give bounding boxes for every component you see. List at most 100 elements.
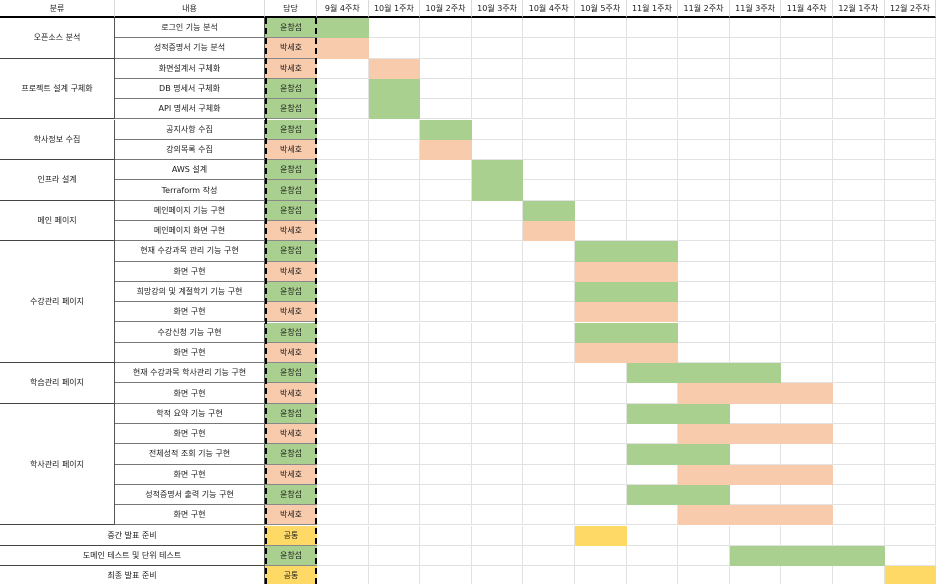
schedule-cell[interactable] bbox=[626, 464, 679, 485]
schedule-cell[interactable] bbox=[420, 281, 472, 303]
schedule-cell[interactable] bbox=[523, 464, 575, 485]
schedule-cell[interactable] bbox=[833, 424, 885, 445]
schedule-cell[interactable] bbox=[575, 444, 627, 465]
schedule-cell[interactable] bbox=[317, 58, 369, 79]
task-cell[interactable]: 화면 구현 bbox=[115, 424, 265, 445]
schedule-cell[interactable] bbox=[781, 221, 833, 242]
schedule-cell[interactable] bbox=[781, 261, 833, 282]
schedule-cell[interactable] bbox=[523, 99, 575, 120]
schedule-cell[interactable] bbox=[317, 200, 369, 221]
schedule-cell[interactable] bbox=[317, 566, 369, 584]
schedule-cell[interactable] bbox=[678, 119, 730, 140]
header-owner[interactable]: 담당 bbox=[265, 0, 317, 18]
schedule-cell[interactable] bbox=[471, 484, 524, 506]
schedule-cell[interactable] bbox=[317, 99, 369, 120]
schedule-cell[interactable] bbox=[575, 99, 627, 120]
category-cell[interactable]: 학습관리 페이지 bbox=[0, 363, 115, 404]
schedule-cell[interactable] bbox=[471, 200, 524, 221]
header-week-9[interactable]: 11월 4주차 bbox=[781, 0, 833, 18]
schedule-cell[interactable] bbox=[317, 444, 369, 465]
schedule-cell[interactable] bbox=[884, 119, 936, 140]
schedule-cell[interactable] bbox=[523, 139, 575, 161]
task-cell[interactable]: 화면 구현 bbox=[115, 302, 265, 323]
schedule-cell[interactable] bbox=[420, 545, 472, 567]
schedule-cell[interactable] bbox=[833, 403, 885, 424]
schedule-cell[interactable] bbox=[420, 505, 472, 526]
schedule-cell[interactable] bbox=[781, 99, 833, 120]
schedule-cell[interactable] bbox=[781, 139, 833, 161]
schedule-cell[interactable] bbox=[678, 566, 730, 584]
schedule-cell[interactable] bbox=[523, 444, 575, 465]
schedule-cell[interactable] bbox=[884, 464, 936, 485]
schedule-cell[interactable] bbox=[575, 505, 627, 526]
category-cell[interactable]: 수강관리 페이지 bbox=[0, 241, 115, 364]
owner-cell[interactable]: 윤창섭 bbox=[265, 18, 317, 39]
schedule-cell[interactable] bbox=[833, 383, 885, 404]
schedule-cell[interactable] bbox=[471, 139, 524, 161]
owner-cell[interactable]: 공통 bbox=[265, 566, 317, 584]
owner-cell[interactable]: 박세호 bbox=[265, 505, 317, 526]
schedule-cell[interactable] bbox=[523, 261, 575, 282]
schedule-cell[interactable] bbox=[317, 180, 369, 201]
owner-cell[interactable]: 박세호 bbox=[265, 261, 317, 282]
schedule-cell[interactable] bbox=[317, 281, 369, 303]
schedule-cell[interactable] bbox=[575, 58, 627, 79]
schedule-cell[interactable] bbox=[781, 525, 833, 546]
schedule-cell[interactable] bbox=[575, 566, 627, 584]
schedule-cell[interactable] bbox=[420, 261, 472, 282]
task-cell[interactable]: 화면 구현 bbox=[115, 464, 265, 485]
schedule-cell[interactable] bbox=[833, 241, 885, 262]
task-cell[interactable]: 화면 구현 bbox=[115, 505, 265, 526]
task-cell[interactable]: 강의목록 수집 bbox=[115, 139, 265, 161]
schedule-cell[interactable] bbox=[833, 200, 885, 221]
header-week-8[interactable]: 11월 3주차 bbox=[729, 0, 782, 18]
schedule-cell[interactable] bbox=[729, 241, 782, 262]
schedule-cell[interactable] bbox=[833, 566, 885, 584]
schedule-cell[interactable] bbox=[678, 18, 730, 39]
header-week-6[interactable]: 11월 1주차 bbox=[626, 0, 679, 18]
schedule-cell[interactable] bbox=[781, 363, 833, 384]
task-cell[interactable]: 현재 수강과목 관리 기능 구현 bbox=[115, 241, 265, 262]
owner-cell[interactable]: 박세호 bbox=[265, 58, 317, 79]
schedule-cell[interactable] bbox=[368, 322, 421, 343]
schedule-cell[interactable] bbox=[729, 342, 782, 364]
schedule-cell[interactable] bbox=[626, 424, 679, 445]
task-cell[interactable]: 로그인 기능 분석 bbox=[115, 18, 265, 39]
owner-cell[interactable]: 박세호 bbox=[265, 464, 317, 485]
schedule-cell[interactable] bbox=[781, 444, 833, 465]
schedule-cell[interactable] bbox=[317, 139, 369, 161]
schedule-cell[interactable] bbox=[626, 180, 679, 201]
schedule-cell[interactable] bbox=[317, 484, 369, 506]
schedule-cell[interactable] bbox=[368, 464, 421, 485]
schedule-cell[interactable] bbox=[523, 505, 575, 526]
owner-cell[interactable]: 윤창섭 bbox=[265, 363, 317, 384]
schedule-cell[interactable] bbox=[420, 322, 472, 343]
schedule-cell[interactable] bbox=[678, 99, 730, 120]
task-cell[interactable]: 메인페이지 기능 구현 bbox=[115, 200, 265, 221]
task-cell[interactable]: 성적증명서 기능 분석 bbox=[115, 38, 265, 59]
schedule-cell[interactable] bbox=[575, 139, 627, 161]
schedule-cell[interactable] bbox=[781, 281, 833, 303]
schedule-cell[interactable] bbox=[575, 18, 627, 39]
task-cell[interactable]: 화면 구현 bbox=[115, 383, 265, 404]
owner-cell[interactable]: 윤창섭 bbox=[265, 241, 317, 262]
schedule-cell[interactable] bbox=[678, 160, 730, 181]
schedule-cell[interactable] bbox=[575, 200, 627, 221]
schedule-cell[interactable] bbox=[833, 221, 885, 242]
schedule-cell[interactable] bbox=[626, 383, 679, 404]
schedule-cell[interactable] bbox=[884, 261, 936, 282]
schedule-cell[interactable] bbox=[368, 139, 421, 161]
owner-cell[interactable]: 윤창섭 bbox=[265, 200, 317, 221]
header-content[interactable]: 내용 bbox=[115, 0, 265, 18]
task-cell[interactable]: 화면설계서 구체화 bbox=[115, 58, 265, 79]
owner-cell[interactable]: 윤창섭 bbox=[265, 99, 317, 120]
category-cell[interactable]: 인프라 설계 bbox=[0, 160, 115, 201]
schedule-cell[interactable] bbox=[729, 99, 782, 120]
schedule-cell[interactable] bbox=[523, 241, 575, 262]
schedule-cell[interactable] bbox=[523, 302, 575, 323]
schedule-cell[interactable] bbox=[781, 241, 833, 262]
schedule-cell[interactable] bbox=[884, 302, 936, 323]
schedule-cell[interactable] bbox=[884, 525, 936, 546]
schedule-cell[interactable] bbox=[420, 363, 472, 384]
schedule-cell[interactable] bbox=[884, 403, 936, 424]
